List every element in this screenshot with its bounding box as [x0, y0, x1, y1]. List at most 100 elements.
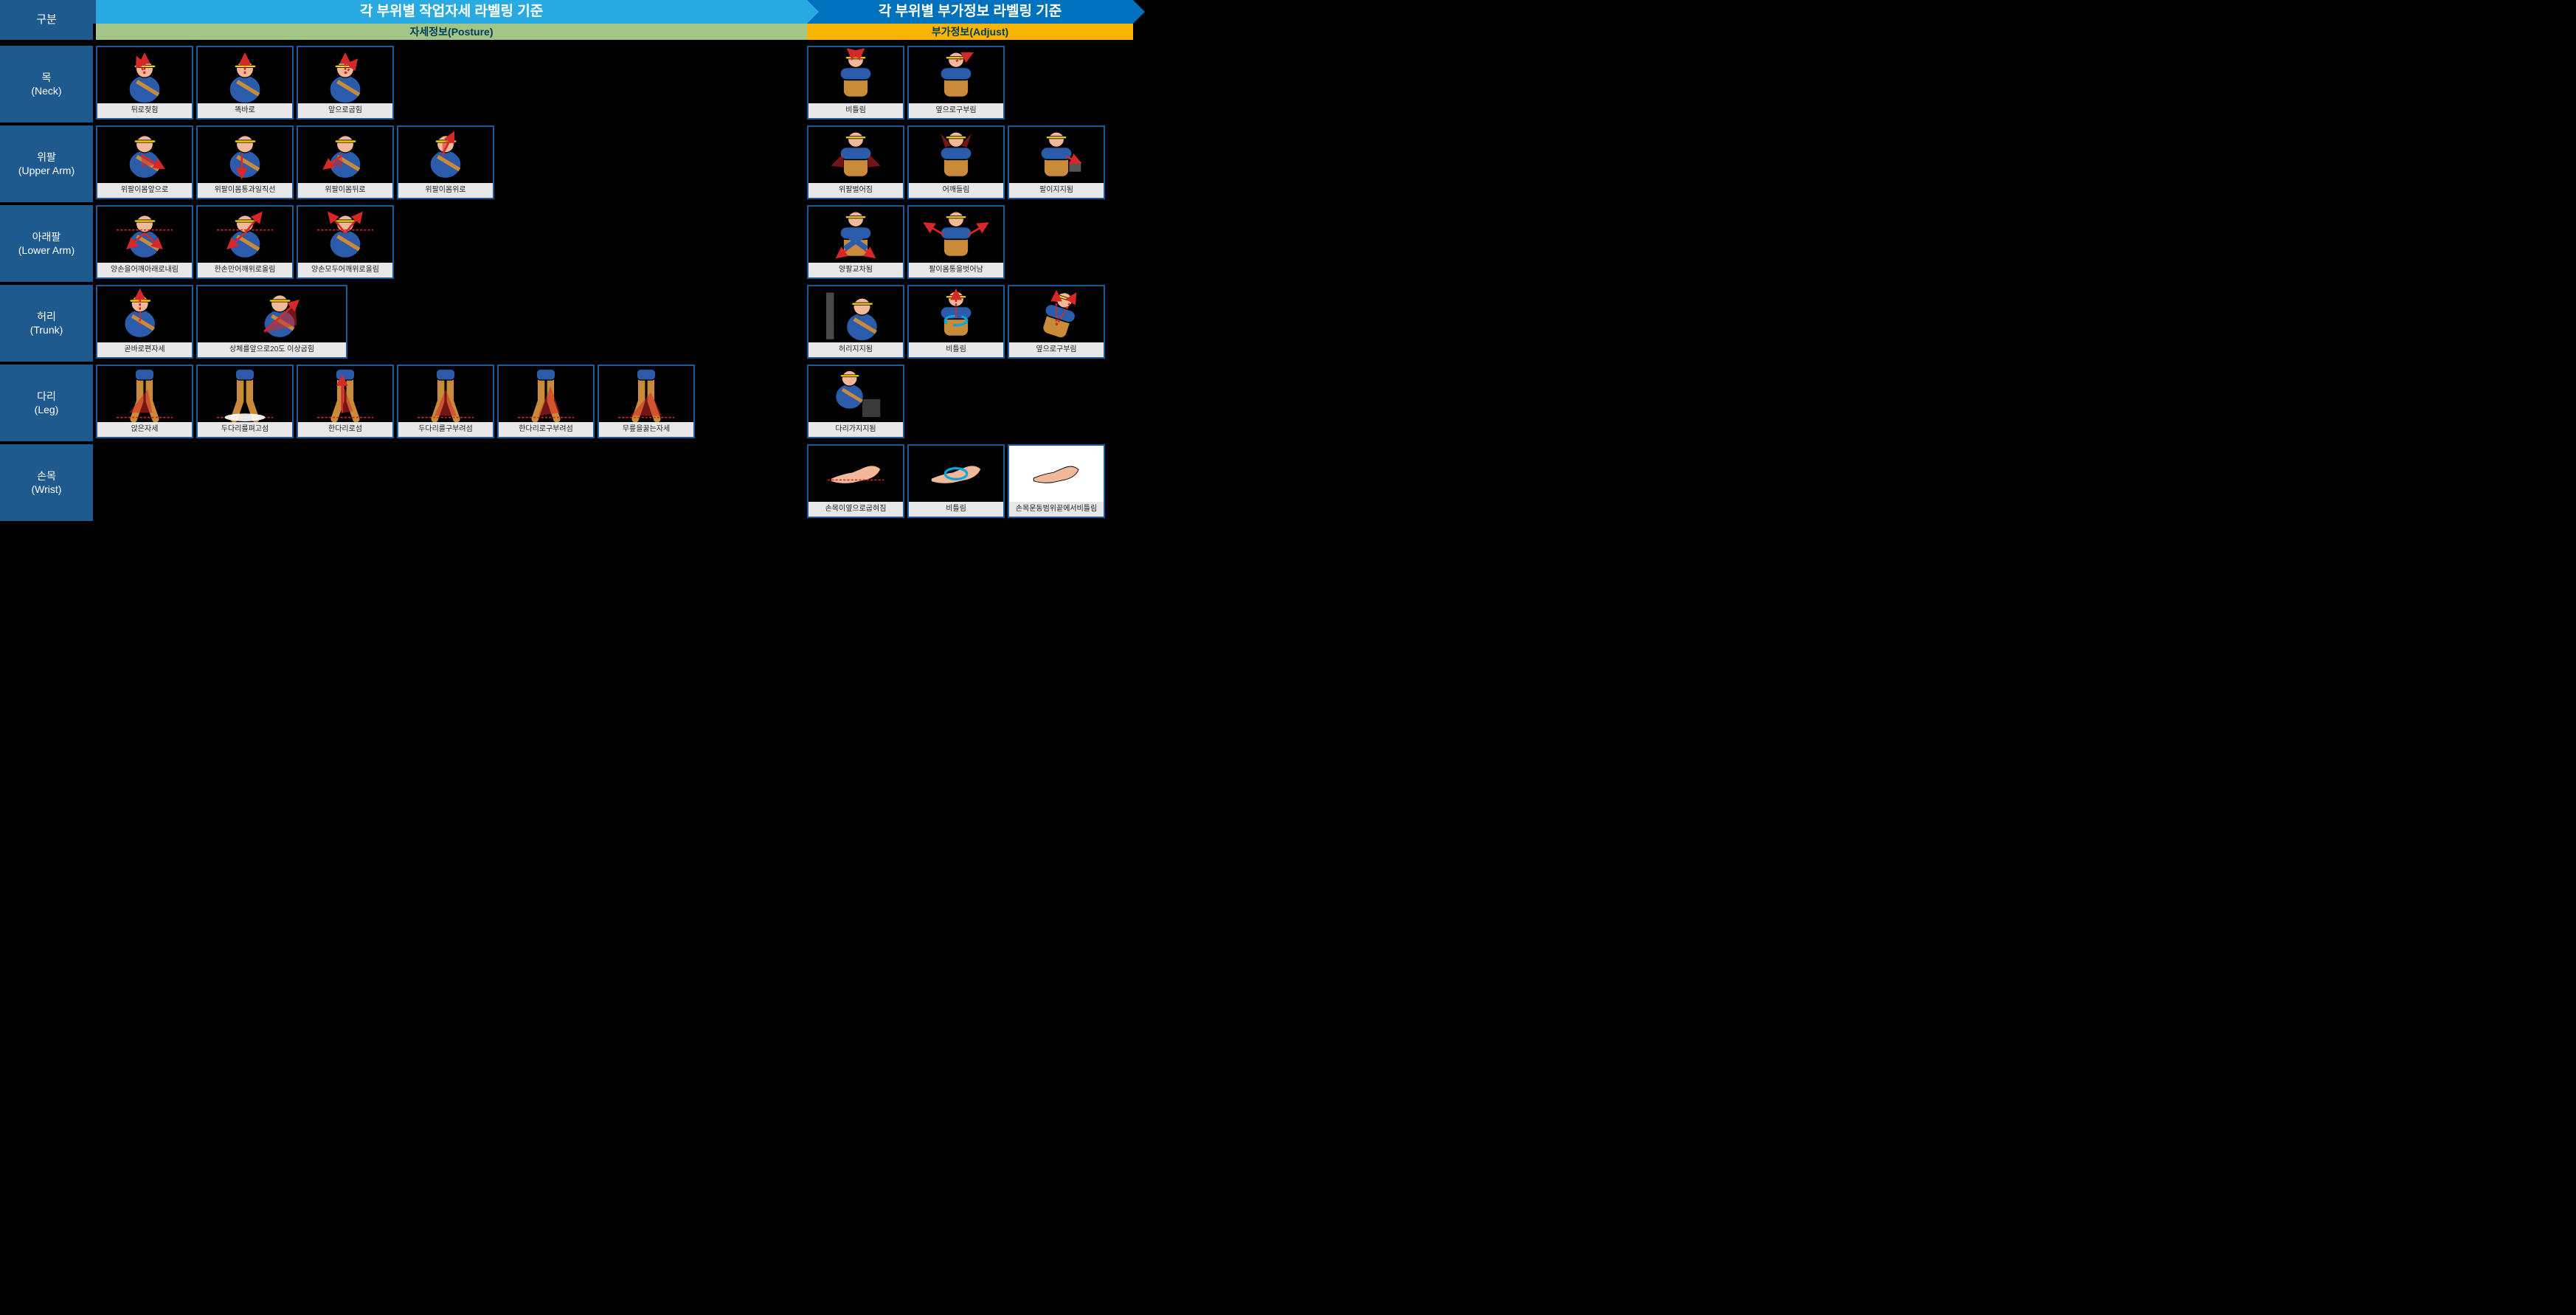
row-neck: 뒤로젖힘 똑바로 앞으로굽힘 비틀림 옆으로구부림	[96, 46, 1133, 120]
posture-card: 상체를앞으로20도 이상굽힘	[196, 285, 347, 359]
posture-illustration	[298, 207, 392, 263]
posture-caption: 위팔이몸앞으로	[97, 183, 192, 198]
adjust-illustration	[909, 127, 1003, 183]
subheader-row: 자세정보(Posture) 부가정보(Adjust)	[96, 24, 1133, 40]
sidebar-header: 구분	[0, 0, 93, 40]
posture-caption: 무릎을꿇는자세	[599, 422, 693, 437]
posture-illustration	[298, 47, 392, 103]
posture-group-neck: 뒤로젖힘 똑바로 앞으로굽힘	[96, 46, 394, 120]
adjust-caption: 위팔벌어짐	[809, 183, 903, 198]
posture-card: 두다리를구부려섬	[397, 365, 494, 438]
posture-illustration	[398, 366, 493, 422]
posture-caption: 두다리를펴고섬	[198, 422, 292, 437]
posture-group-upperArm: 위팔이몸앞으로위팔이몸통과일직선위팔이몸뒤로위팔이몸위로	[96, 125, 494, 199]
sidebar-label-kr: 위팔	[37, 151, 56, 164]
posture-card: 똑바로	[196, 46, 294, 120]
posture-caption: 뒤로젖힘	[97, 103, 192, 118]
posture-card: 위팔이몸뒤로	[297, 125, 394, 199]
posture-caption: 양손을어깨아래로내림	[97, 263, 192, 277]
adjust-illustration	[809, 366, 903, 422]
posture-caption: 두다리를구부려섬	[398, 422, 493, 437]
sidebar-label-en: (Lower Arm)	[18, 244, 75, 257]
sidebar-label-en: (Upper Arm)	[18, 164, 75, 177]
adjust-card: 손목운동범위끝에서비틀림	[1008, 444, 1105, 518]
sidebar-row-3: 허리(Trunk)	[0, 285, 93, 362]
adjust-caption: 손목운동범위끝에서비틀림	[1009, 502, 1104, 517]
posture-group-trunk: 곧바로편자세 상체를앞으로20도 이상굽힘	[96, 285, 347, 359]
adjust-illustration	[809, 286, 903, 342]
posture-caption: 양손모두어깨위로올림	[298, 263, 392, 277]
posture-illustration	[97, 207, 192, 263]
posture-card: 위팔이몸앞으로	[96, 125, 193, 199]
posture-caption: 앞으로굽힘	[298, 103, 392, 118]
row-trunk: 곧바로편자세상체를앞으로20도 이상굽힘허리지지됨비틀림옆으로구부림	[96, 285, 1133, 359]
adjust-card: 옆으로구부림	[907, 46, 1005, 120]
sidebar-row-2: 아래팔(Lower Arm)	[0, 205, 93, 282]
sidebar-label-en: (Leg)	[35, 403, 59, 416]
posture-group-lowerArm: 양손을어깨아래로내림 한손만어깨위로올림 양손모두어깨위로올림	[96, 205, 394, 279]
sidebar-label-kr: 아래팔	[32, 230, 61, 244]
posture-illustration	[198, 366, 292, 422]
adjust-illustration	[909, 446, 1003, 502]
adjust-illustration	[809, 446, 903, 502]
adjust-card: 비틀림	[807, 46, 904, 120]
adjust-card: 다리가지지됨	[807, 365, 904, 438]
posture-caption: 상체를앞으로20도 이상굽힘	[198, 342, 346, 357]
posture-caption: 똑바로	[198, 103, 292, 118]
posture-illustration	[298, 366, 392, 422]
row-leg: 앉은자세두다리를펴고섬한다리로섬두다리를구부려섬한다리로구부려섬무릎을꿇는자세다…	[96, 365, 1133, 438]
posture-illustration	[499, 366, 593, 422]
adjust-caption: 옆으로구부림	[909, 103, 1003, 118]
posture-card: 두다리를펴고섬	[196, 365, 294, 438]
adjust-group-upperArm: 위팔벌어짐 어깨들림팔이지지됨	[807, 125, 1130, 199]
posture-card: 위팔이몸통과일직선	[196, 125, 294, 199]
adjust-caption: 비틀림	[909, 342, 1003, 357]
adjust-group-lowerArm: 양팔교차됨팔이몸통을벗어남	[807, 205, 1130, 279]
posture-caption: 한손만어깨위로올림	[198, 263, 292, 277]
adjust-card: 비틀림	[907, 444, 1005, 518]
sidebar-row-0: 목(Neck)	[0, 46, 93, 122]
sidebar-label-kr: 허리	[37, 310, 56, 323]
posture-caption: 한다리로섬	[298, 422, 392, 437]
posture-banner: 각 부위별 작업자세 라벨링 기준	[96, 0, 807, 24]
posture-caption: 곧바로편자세	[97, 342, 192, 357]
row-lowerArm: 양손을어깨아래로내림 한손만어깨위로올림 양손모두어깨위로올림 양팔교차됨팔이몸통을벗…	[96, 205, 1133, 279]
adjust-illustration	[1009, 286, 1104, 342]
posture-group-leg: 앉은자세두다리를펴고섬한다리로섬두다리를구부려섬한다리로구부려섬무릎을꿇는자세	[96, 365, 695, 438]
posture-card: 곧바로편자세	[96, 285, 193, 359]
adjust-caption: 비틀림	[809, 103, 903, 118]
adjust-banner: 각 부위별 부가정보 라벨링 기준	[807, 0, 1133, 24]
sidebar-label-en: (Trunk)	[30, 323, 63, 336]
adjust-illustration	[909, 207, 1003, 263]
posture-illustration	[599, 366, 693, 422]
posture-illustration	[97, 47, 192, 103]
posture-illustration	[198, 207, 292, 263]
sidebar: 구분 목(Neck)위팔(Upper Arm)아래팔(Lower Arm)허리(…	[0, 0, 93, 579]
posture-caption: 위팔이몸통과일직선	[198, 183, 292, 198]
posture-subheader: 자세정보(Posture)	[96, 24, 807, 40]
posture-illustration	[298, 127, 392, 183]
posture-card: 앞으로굽힘	[297, 46, 394, 120]
sidebar-row-4: 다리(Leg)	[0, 365, 93, 441]
adjust-card: 비틀림	[907, 285, 1005, 359]
adjust-card: 팔이몸통을벗어남	[907, 205, 1005, 279]
adjust-group-trunk: 허리지지됨비틀림옆으로구부림	[807, 285, 1130, 359]
posture-card: 무릎을꿇는자세	[598, 365, 695, 438]
header-row: 각 부위별 작업자세 라벨링 기준 각 부위별 부가정보 라벨링 기준	[0, 0, 1133, 24]
adjust-card: 팔이지지됨	[1008, 125, 1105, 199]
adjust-illustration	[909, 47, 1003, 103]
adjust-caption: 다리가지지됨	[809, 422, 903, 437]
adjust-card: 위팔벌어짐	[807, 125, 904, 199]
adjust-group-neck: 비틀림 옆으로구부림	[807, 46, 1130, 120]
adjust-caption: 옆으로구부림	[1009, 342, 1104, 357]
sidebar-label-en: (Wrist)	[32, 483, 62, 496]
adjust-caption: 팔이몸통을벗어남	[909, 263, 1003, 277]
adjust-illustration	[809, 127, 903, 183]
sidebar-label-en: (Neck)	[31, 84, 61, 97]
adjust-caption: 팔이지지됨	[1009, 183, 1104, 198]
posture-illustration	[97, 366, 192, 422]
adjust-card: 어깨들림	[907, 125, 1005, 199]
adjust-card: 옆으로구부림	[1008, 285, 1105, 359]
sidebar-row-5: 손목(Wrist)	[0, 444, 93, 521]
adjust-illustration	[809, 47, 903, 103]
